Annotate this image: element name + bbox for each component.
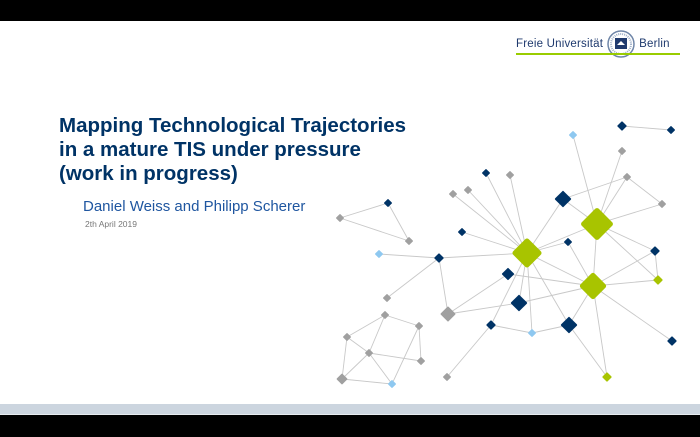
date: 2th April 2019 bbox=[85, 219, 137, 229]
title-line: in a mature TIS under pressure bbox=[59, 138, 361, 161]
network-node bbox=[560, 316, 578, 334]
network-node bbox=[381, 311, 389, 319]
network-edge bbox=[490, 324, 533, 334]
network-edge bbox=[592, 285, 608, 378]
network-edge bbox=[341, 336, 348, 380]
network-edge bbox=[621, 125, 672, 131]
network-node bbox=[405, 237, 413, 245]
network-edge bbox=[341, 378, 393, 385]
network-node bbox=[510, 294, 528, 312]
network-edge bbox=[592, 285, 673, 342]
network-edge bbox=[654, 250, 659, 281]
network-node bbox=[506, 171, 514, 179]
network-node bbox=[617, 121, 627, 131]
network-edge bbox=[438, 257, 449, 315]
slide bbox=[0, 21, 700, 404]
network-node bbox=[667, 126, 675, 134]
network-node bbox=[667, 336, 677, 346]
network-edge bbox=[518, 285, 594, 304]
network-node bbox=[336, 373, 348, 385]
network-edge bbox=[391, 325, 420, 385]
network-node bbox=[375, 250, 383, 258]
network-edge bbox=[339, 202, 389, 219]
network-node bbox=[336, 214, 344, 222]
network-node bbox=[365, 349, 373, 357]
network-node bbox=[618, 147, 626, 155]
network-edge bbox=[341, 352, 370, 380]
network-edge bbox=[368, 352, 422, 362]
network-node bbox=[415, 322, 423, 330]
network-edge bbox=[438, 252, 528, 259]
network-edge bbox=[592, 250, 656, 287]
logo-text-left: Freie Universität bbox=[516, 38, 604, 50]
network-edge bbox=[339, 217, 410, 242]
network-edge bbox=[572, 134, 598, 225]
network-edge bbox=[447, 302, 520, 315]
network-edge bbox=[562, 176, 628, 200]
network-node bbox=[653, 275, 663, 285]
authors: Daniel Weiss and Philipp Scherer bbox=[83, 198, 306, 215]
network-edge bbox=[386, 257, 440, 299]
network-edge bbox=[378, 253, 440, 259]
network-edge bbox=[346, 336, 370, 354]
logo-text-right: Berlin bbox=[639, 38, 670, 50]
network-edge bbox=[447, 273, 509, 315]
network-node bbox=[554, 190, 572, 208]
network-node bbox=[458, 228, 466, 236]
network-node bbox=[602, 372, 612, 382]
network-edge bbox=[526, 252, 570, 326]
network-node bbox=[569, 131, 577, 139]
network-node bbox=[449, 190, 457, 198]
network-edge bbox=[626, 176, 663, 205]
slide-footer-strip bbox=[0, 404, 700, 415]
university-seal-icon bbox=[607, 30, 635, 58]
network-edge bbox=[418, 325, 422, 362]
network-node bbox=[482, 169, 490, 177]
network-node bbox=[434, 253, 444, 263]
network-node bbox=[343, 333, 351, 341]
network-node bbox=[417, 357, 425, 365]
network-node bbox=[650, 246, 660, 256]
network-edge bbox=[446, 324, 492, 378]
network-node bbox=[564, 238, 572, 246]
title-line: (work in progress) bbox=[59, 162, 238, 185]
university-logo: Freie Universität Berlin bbox=[516, 30, 670, 58]
network-edge bbox=[509, 174, 528, 254]
network-node bbox=[658, 200, 666, 208]
network-edge bbox=[490, 252, 528, 326]
network-node bbox=[579, 272, 607, 300]
logo-underline bbox=[516, 53, 680, 55]
network-node bbox=[581, 208, 613, 240]
network-edge bbox=[387, 202, 410, 242]
network-edge bbox=[368, 314, 386, 354]
slide-title: Mapping Technological Trajectories in a … bbox=[59, 114, 406, 186]
network-node bbox=[384, 199, 392, 207]
network-node bbox=[464, 186, 472, 194]
network-node bbox=[512, 238, 542, 268]
network-edge bbox=[485, 172, 528, 254]
network-node bbox=[388, 380, 396, 388]
network-node bbox=[443, 373, 451, 381]
network-edge bbox=[452, 193, 528, 254]
network-node bbox=[440, 306, 456, 322]
network-node bbox=[383, 294, 391, 302]
network-edge bbox=[467, 189, 528, 254]
network-node bbox=[501, 267, 515, 281]
network-node bbox=[486, 320, 496, 330]
network-node bbox=[623, 173, 631, 181]
title-line: Mapping Technological Trajectories bbox=[59, 114, 407, 137]
network-edge bbox=[346, 314, 386, 338]
network-edge bbox=[368, 352, 393, 385]
network-edge bbox=[596, 223, 659, 281]
network-edge bbox=[526, 252, 594, 287]
network-edge bbox=[568, 324, 608, 378]
network-edge bbox=[384, 314, 420, 327]
network-edge bbox=[507, 273, 594, 287]
network-node bbox=[528, 329, 536, 337]
